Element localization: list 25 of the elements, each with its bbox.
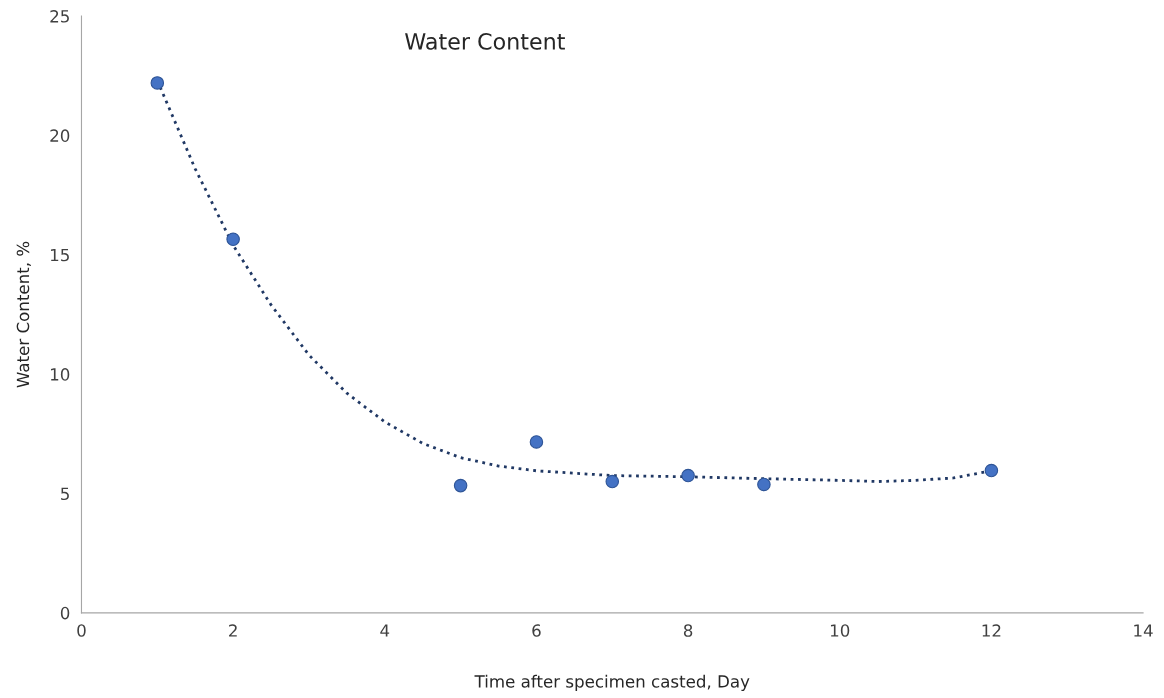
- y-tick-label: 20: [50, 129, 70, 142]
- y-tick-label: 25: [50, 10, 69, 23]
- x-tick-label: 4: [380, 624, 390, 637]
- y-tick-label: 0: [60, 606, 70, 620]
- point: [150, 76, 165, 90]
- x-tick-label: 10: [830, 624, 850, 637]
- x-tick-label: 6: [532, 624, 541, 637]
- point: [226, 232, 240, 247]
- text: Water Content: [405, 33, 565, 50]
- point: [605, 474, 620, 489]
- x-tick-label: 8: [683, 624, 693, 637]
- point: [984, 463, 999, 478]
- x-tick-label: 0: [77, 624, 86, 637]
- point: [681, 468, 695, 483]
- y-axis-title: Water Content, %: [16, 241, 31, 388]
- x-tick-label: 2: [229, 624, 237, 637]
- y-tick-label: 5: [61, 487, 69, 501]
- point: [757, 477, 771, 492]
- y-tick-label: 15: [50, 248, 69, 262]
- point: [529, 435, 544, 449]
- point: [453, 478, 468, 493]
- x-tick-label: 14: [1134, 624, 1153, 637]
- y-tick-label: 10: [50, 368, 70, 381]
- x-axis-title: Time after specimen casted, Day: [474, 674, 750, 691]
- x-tick-label: 12: [982, 624, 1001, 637]
